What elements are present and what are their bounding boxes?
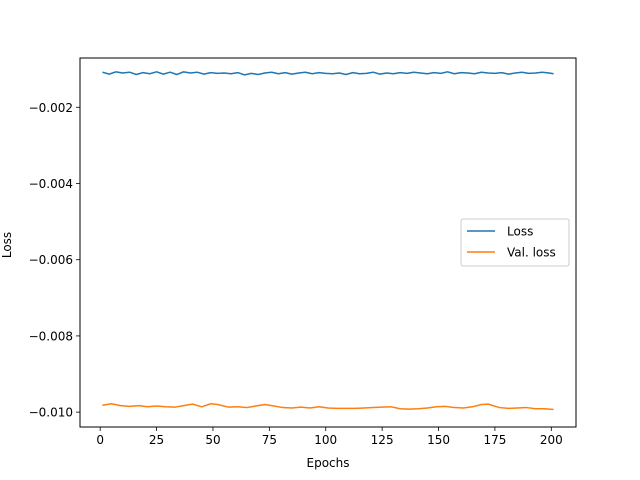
series-layer xyxy=(102,71,554,411)
x-tick-label: 200 xyxy=(540,433,563,447)
x-tick-label: 50 xyxy=(205,433,220,447)
x-tick-label: 100 xyxy=(314,433,337,447)
x-tick-label: 0 xyxy=(96,433,104,447)
y-axis-label: Loss xyxy=(0,232,14,258)
y-tick-label: −0.010 xyxy=(29,406,73,420)
x-tick-label: 125 xyxy=(371,433,394,447)
x-axis-label: Epochs xyxy=(307,456,350,470)
y-axis-ticks: −0.002 −0.004 −0.006 −0.008 −0.010 xyxy=(29,101,80,420)
x-tick-label: 25 xyxy=(149,433,164,447)
x-tick-label: 150 xyxy=(427,433,450,447)
x-tick-label: 175 xyxy=(483,433,506,447)
legend: Loss Val. loss xyxy=(460,218,570,267)
series-line-val-loss xyxy=(102,403,554,411)
legend-label-val-loss: Val. loss xyxy=(507,246,556,260)
y-tick-label: −0.004 xyxy=(29,177,73,191)
y-tick-label: −0.006 xyxy=(29,253,73,267)
plot-frame xyxy=(79,57,577,428)
series-line-loss xyxy=(102,71,554,76)
x-axis-ticks: 0 25 50 75 100 125 150 175 200 xyxy=(96,427,563,447)
y-tick-label: −0.008 xyxy=(29,329,73,343)
legend-label-loss: Loss xyxy=(507,225,533,239)
y-tick-label: −0.002 xyxy=(29,101,73,115)
x-tick-label: 75 xyxy=(262,433,277,447)
